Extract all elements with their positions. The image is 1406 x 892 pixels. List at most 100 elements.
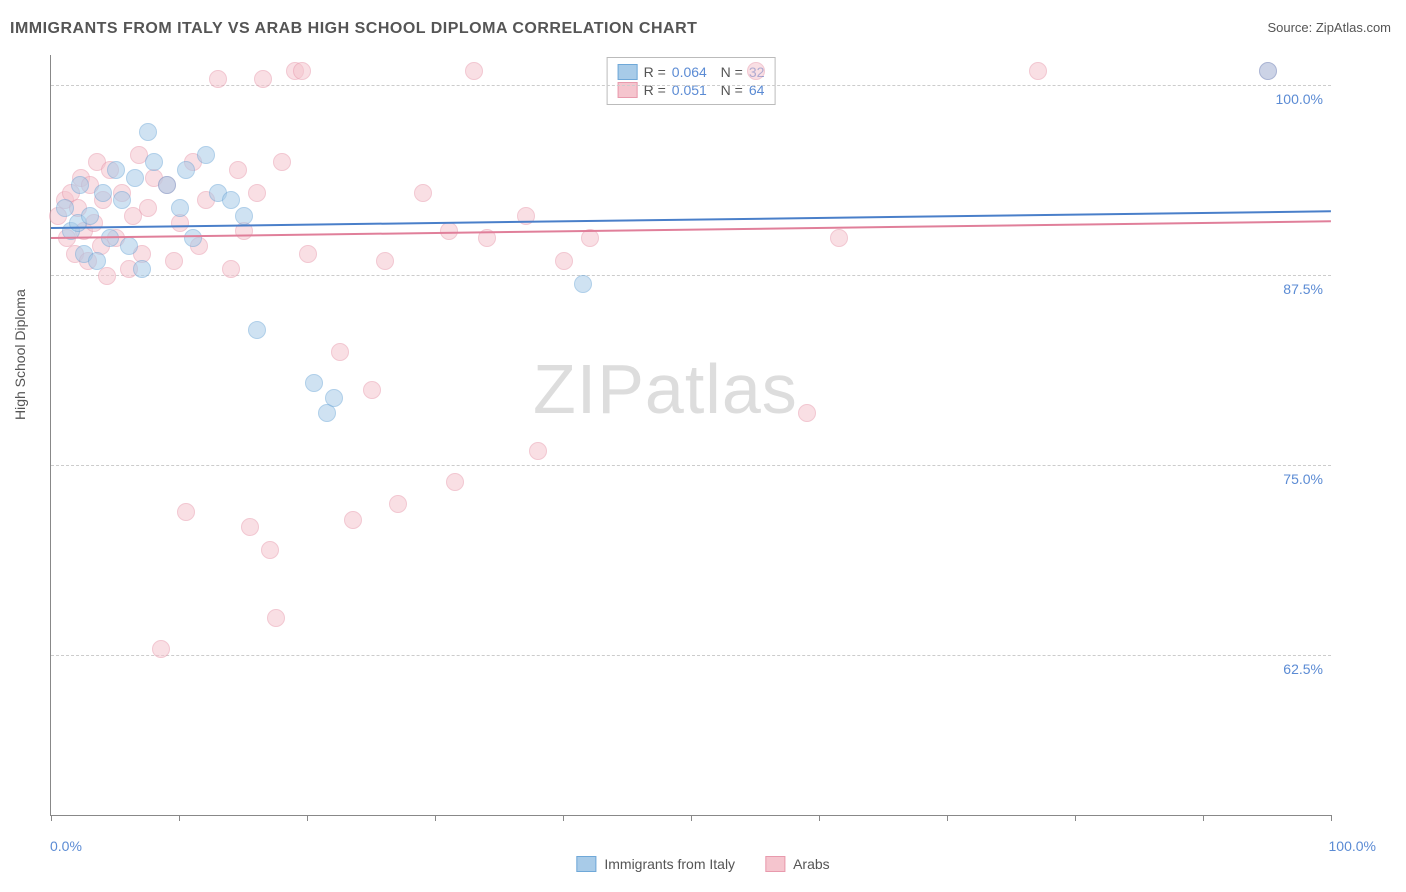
x-tick: [947, 815, 948, 821]
stats-r-value-italy: 0.064: [672, 64, 707, 80]
scatter-point: [56, 199, 74, 217]
scatter-point: [581, 229, 599, 247]
source-label: Source: ZipAtlas.com: [1267, 20, 1391, 35]
stats-n-label: N =: [713, 82, 743, 98]
scatter-point: [414, 184, 432, 202]
legend-label-arabs: Arabs: [793, 856, 830, 872]
scatter-point: [798, 404, 816, 422]
scatter-point: [235, 207, 253, 225]
chart-title: IMMIGRANTS FROM ITALY VS ARAB HIGH SCHOO…: [10, 20, 697, 38]
legend-swatch-italy: [576, 856, 596, 872]
scatter-point: [81, 207, 99, 225]
stats-n-value-arabs: 64: [749, 82, 765, 98]
legend-item-italy: Immigrants from Italy: [576, 856, 735, 872]
stats-row-arabs: R = 0.051 N = 64: [618, 82, 765, 98]
scatter-point: [177, 503, 195, 521]
x-tick: [435, 815, 436, 821]
stats-r-label: R =: [644, 82, 666, 98]
scatter-point: [299, 245, 317, 263]
x-tick: [1075, 815, 1076, 821]
scatter-point: [222, 191, 240, 209]
scatter-point: [465, 62, 483, 80]
scatter-point: [88, 252, 106, 270]
scatter-point: [139, 199, 157, 217]
scatter-point: [107, 161, 125, 179]
scatter-point: [71, 176, 89, 194]
scatter-point: [184, 229, 202, 247]
stats-r-value-arabs: 0.051: [672, 82, 707, 98]
x-tick: [563, 815, 564, 821]
x-tick: [179, 815, 180, 821]
scatter-point: [139, 123, 157, 141]
scatter-point: [574, 275, 592, 293]
watermark: ZIPatlas: [533, 349, 798, 429]
scatter-point: [101, 229, 119, 247]
scatter-point: [197, 146, 215, 164]
y-tick-label: 75.0%: [1283, 471, 1323, 487]
legend-swatch-arabs: [765, 856, 785, 872]
scatter-point: [152, 640, 170, 658]
stats-n-label: N =: [713, 64, 743, 80]
scatter-point: [229, 161, 247, 179]
scatter-point: [830, 229, 848, 247]
scatter-point: [120, 237, 138, 255]
scatter-point: [165, 252, 183, 270]
scatter-point: [241, 518, 259, 536]
scatter-point: [325, 389, 343, 407]
y-axis-title: High School Diploma: [12, 289, 28, 420]
y-tick-label: 87.5%: [1283, 281, 1323, 297]
scatter-point: [94, 184, 112, 202]
scatter-point: [344, 511, 362, 529]
scatter-point: [98, 267, 116, 285]
scatter-point: [158, 176, 176, 194]
gridline: [51, 275, 1331, 276]
scatter-point: [171, 199, 189, 217]
stats-swatch-arabs: [618, 82, 638, 98]
legend-item-arabs: Arabs: [765, 856, 830, 872]
scatter-point: [126, 169, 144, 187]
scatter-point: [222, 260, 240, 278]
scatter-point: [261, 541, 279, 559]
scatter-point: [133, 260, 151, 278]
x-axis-min-label: 0.0%: [50, 838, 82, 854]
scatter-point: [267, 609, 285, 627]
stats-r-label: R =: [644, 64, 666, 80]
y-tick-label: 62.5%: [1283, 661, 1323, 677]
scatter-point: [376, 252, 394, 270]
scatter-point: [113, 191, 131, 209]
scatter-point: [529, 442, 547, 460]
scatter-point: [293, 62, 311, 80]
gridline: [51, 465, 1331, 466]
stats-row-italy: R = 0.064 N = 32: [618, 64, 765, 80]
y-tick-label: 100.0%: [1276, 91, 1323, 107]
watermark-zip: ZIP: [533, 350, 645, 428]
x-tick: [691, 815, 692, 821]
watermark-atlas: atlas: [645, 350, 798, 428]
scatter-point: [1029, 62, 1047, 80]
scatter-point: [305, 374, 323, 392]
scatter-point: [331, 343, 349, 361]
x-tick: [819, 815, 820, 821]
scatter-point: [446, 473, 464, 491]
plot-area: ZIPatlas R = 0.064 N = 32 R = 0.051 N = …: [50, 55, 1331, 816]
gridline: [51, 85, 1331, 86]
scatter-point: [273, 153, 291, 171]
x-tick: [1203, 815, 1204, 821]
scatter-point: [555, 252, 573, 270]
scatter-point: [177, 161, 195, 179]
x-tick: [307, 815, 308, 821]
scatter-point: [248, 184, 266, 202]
x-axis-max-label: 100.0%: [1329, 838, 1376, 854]
stats-swatch-italy: [618, 64, 638, 80]
scatter-point: [248, 321, 266, 339]
scatter-point: [145, 153, 163, 171]
scatter-point: [389, 495, 407, 513]
scatter-point: [209, 70, 227, 88]
x-tick: [51, 815, 52, 821]
bottom-legend: Immigrants from Italy Arabs: [576, 856, 829, 872]
gridline: [51, 655, 1331, 656]
scatter-point: [747, 62, 765, 80]
scatter-point: [1259, 62, 1277, 80]
x-tick: [1331, 815, 1332, 821]
scatter-point: [254, 70, 272, 88]
